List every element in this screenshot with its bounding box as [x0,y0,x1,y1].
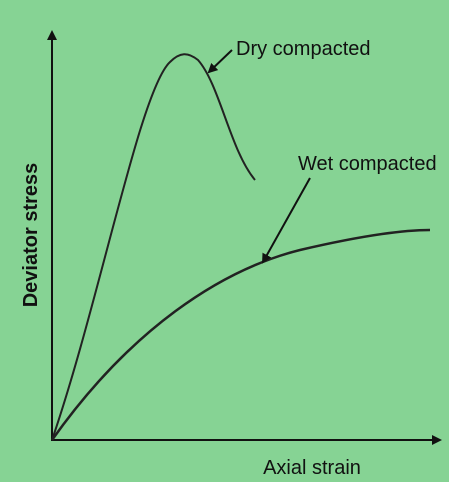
dry-curve [51,53,256,441]
wet-arrow [262,177,311,264]
x-axis-label: Axial strain [263,457,361,479]
y-axis-label: Deviator stress [20,163,42,308]
wet-curve [50,228,431,441]
dry-arrow [207,49,233,74]
dry-label: Dry compacted [236,38,371,60]
wet-label: Wet compacted [298,153,437,175]
